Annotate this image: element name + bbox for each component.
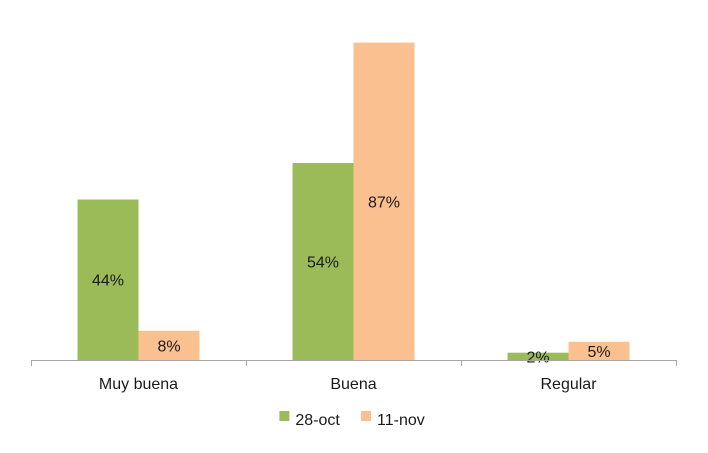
data-label: 2%: [526, 349, 549, 366]
bar-11-nov-regular: [568, 341, 630, 360]
legend: 28-oct 11-nov: [279, 411, 425, 429]
bar-28-oct-buena: [292, 163, 354, 360]
legend-item-11-nov: 11-nov: [361, 411, 425, 429]
legend-item-28-oct: 28-oct: [279, 411, 340, 429]
bar-28-oct-muy-buena: [77, 199, 139, 360]
x-axis: Muy buena Buena Regular: [31, 360, 677, 393]
bar-11-nov-buena: [353, 42, 415, 360]
data-label: 54%: [307, 255, 339, 272]
data-label: 44%: [92, 273, 124, 290]
x-tick-label: Buena: [330, 376, 376, 393]
data-label: 8%: [157, 338, 180, 355]
data-label: 87%: [368, 194, 400, 211]
bar-28-oct-regular: [507, 352, 569, 360]
legend-label: 28-oct: [295, 412, 340, 429]
legend-swatch: [361, 411, 371, 421]
bar-11-nov-muy-buena: [138, 330, 200, 360]
legend-label: 11-nov: [377, 412, 425, 429]
x-tick-label: Regular: [540, 376, 597, 393]
x-tick-label: Muy buena: [99, 376, 178, 393]
data-label: 5%: [587, 344, 610, 361]
plot-area: 44% 8% 54% 87% 2% 5%: [77, 42, 630, 366]
legend-swatch: [279, 411, 290, 421]
